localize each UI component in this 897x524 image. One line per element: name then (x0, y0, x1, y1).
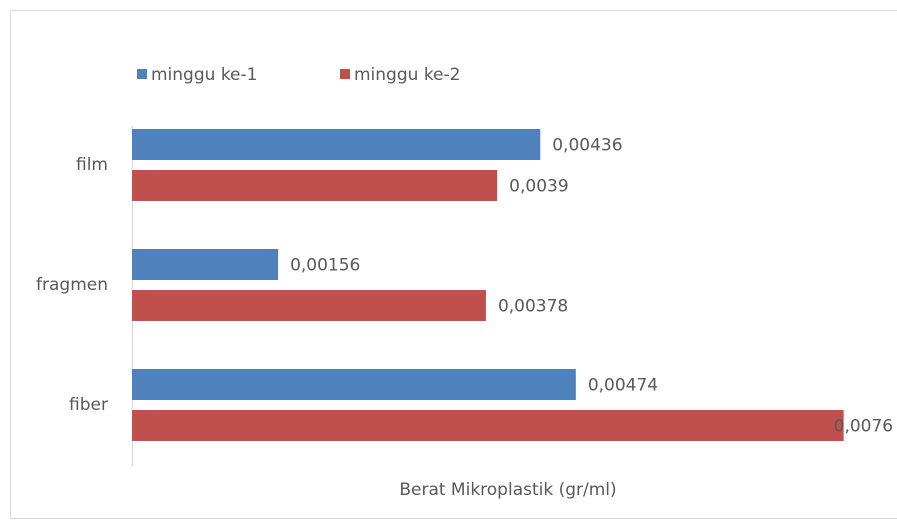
bar (132, 369, 576, 400)
legend-swatch (340, 69, 350, 79)
bar (132, 249, 279, 280)
data-label: 0,00436 (552, 136, 622, 156)
data-label: 0,00156 (290, 256, 360, 276)
legend-label: minggu ke-1 (151, 65, 257, 85)
data-label: 0,00378 (498, 297, 568, 317)
legend-swatch (137, 69, 147, 79)
data-label: 0,0039 (509, 177, 568, 197)
data-label: 0,0076 (834, 417, 893, 437)
y-tick-label: fragmen (36, 275, 108, 295)
legend-label: minggu ke-2 (354, 65, 460, 85)
bar (132, 129, 541, 160)
y-tick-label: fiber (69, 395, 108, 415)
bar (132, 290, 486, 321)
bar (132, 410, 844, 441)
data-label: 0,00474 (588, 376, 658, 396)
x-axis-label: Berat Mikroplastik (gr/ml) (399, 480, 616, 500)
bar (132, 170, 498, 201)
y-tick-label: film (76, 155, 108, 175)
